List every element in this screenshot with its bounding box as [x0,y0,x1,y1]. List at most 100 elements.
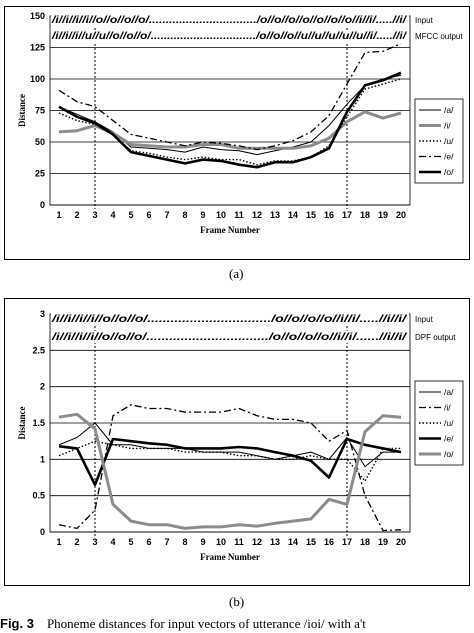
legend-box [414,380,464,466]
series-line-e [58,437,402,487]
x-tick-label: 11 [234,210,244,220]
legend-label: /a/ [444,105,454,115]
x-tick-label: 17 [342,210,352,220]
caption-label: Fig. 3 [0,616,34,631]
x-tick-label: 18 [360,537,370,547]
x-tick-label: 6 [146,210,151,220]
x-tick-label: 14 [288,537,298,547]
x-tick-label: 7 [164,537,169,547]
x-tick-label: 19 [378,537,388,547]
series-line-i [58,404,402,532]
y-tick-label: 75 [35,106,45,116]
banner-text: /i//i//i//u//u//o//o//o/................… [51,30,407,42]
legend-label: /a/ [444,387,454,397]
y-tick-label: 0.5 [32,491,45,501]
y-tick-label: 0 [40,200,45,210]
x-tick-label: 12 [252,537,262,547]
x-tick-label: 7 [164,210,169,220]
legend-label: /i/ [444,121,451,131]
x-tick-label: 15 [306,537,316,547]
caption-text: Phoneme distances for input vectors of u… [46,616,366,631]
banner-label: Input [415,16,434,25]
series-line-u [58,78,402,166]
x-tick-label: 10 [216,210,226,220]
x-tick-label: 1 [56,210,61,220]
y-tick-label: 2.5 [32,345,45,355]
y-axis-title: Distance [17,94,27,127]
x-tick-label: 13 [270,210,280,220]
legend-label: /u/ [444,136,454,146]
banner-background [51,30,409,42]
x-tick-label: 1 [56,537,61,547]
x-tick-label: 4 [110,210,115,220]
y-tick-label: 150 [30,11,45,21]
panel-b-frame [4,298,470,586]
legend-label: /i/ [444,403,451,413]
banner-text: /i//i//i//i//o//o//o/...................… [51,313,408,325]
banner-label: MFCC output [415,32,463,41]
x-tick-label: 4 [110,537,115,547]
x-tick-label: 14 [288,210,298,220]
x-tick-label: 5 [128,210,133,220]
x-tick-label: 2 [74,537,79,547]
x-tick-label: 12 [252,210,262,220]
banner-background [51,313,409,325]
series-line-i [58,110,402,150]
y-tick-label: 50 [35,137,45,147]
x-tick-label: 6 [146,537,151,547]
y-tick-label: 25 [35,169,45,179]
banner-background [51,14,409,26]
legend-label: /o/ [444,167,454,177]
x-axis-title: Frame Number [200,552,260,562]
y-tick-label: 1.5 [32,418,45,428]
legend-label: /o/ [444,449,454,459]
x-tick-label: 18 [360,210,370,220]
x-tick-label: 11 [234,537,244,547]
x-tick-label: 20 [396,210,406,220]
banner-text: /i//i//i//i//o//o//o//o/................… [51,14,407,26]
x-tick-label: 8 [182,537,187,547]
x-tick-label: 3 [92,210,97,220]
panel-a-frame [4,6,470,260]
x-tick-label: 2 [74,210,79,220]
x-tick-label: 15 [306,210,316,220]
x-tick-label: 8 [182,210,187,220]
series-line-u [58,440,401,482]
y-tick-label: 1 [40,454,45,464]
x-tick-label: 19 [378,210,388,220]
panel-b-label: (b) [229,594,245,609]
banner-text: /i//i//i//i//o//o//o/...................… [51,331,408,343]
x-tick-label: 9 [200,537,205,547]
panel-a-label: (a) [229,266,244,281]
y-tick-label: 3 [40,309,45,319]
x-tick-label: 16 [324,210,334,220]
x-tick-label: 17 [342,537,352,547]
banner-label: Input [415,315,434,324]
x-axis-title: Frame Number [200,225,260,235]
y-tick-label: 0 [40,527,45,537]
x-tick-label: 13 [270,537,280,547]
y-tick-label: 100 [30,74,45,84]
x-tick-label: 3 [92,537,97,547]
chart-panel-1: 00.511.522.531 2 3 4 5 6 7 8 9 10 11 12 13 14 15 16 17 18… [17,309,464,562]
banner-background [51,331,409,343]
series-line-o [58,71,402,169]
y-tick-label: 125 [30,43,45,53]
x-tick-label: 5 [128,537,133,547]
figure-caption: Fig. 3 Phoneme distances for input vecto… [0,616,474,632]
series-line-e [58,43,402,151]
x-tick-label: 20 [396,537,406,547]
y-axis-title: Distance [17,407,27,440]
x-tick-label: 9 [200,210,205,220]
series-line-o [58,412,402,530]
legend-label: /e/ [444,434,454,444]
banner-label: DPF output [415,333,456,342]
y-tick-label: 2 [40,382,45,392]
legend-label: /u/ [444,418,454,428]
x-tick-label: 16 [324,537,334,547]
legend-label: /e/ [444,152,454,162]
legend-box [414,98,464,184]
x-tick-label: 10 [216,537,226,547]
